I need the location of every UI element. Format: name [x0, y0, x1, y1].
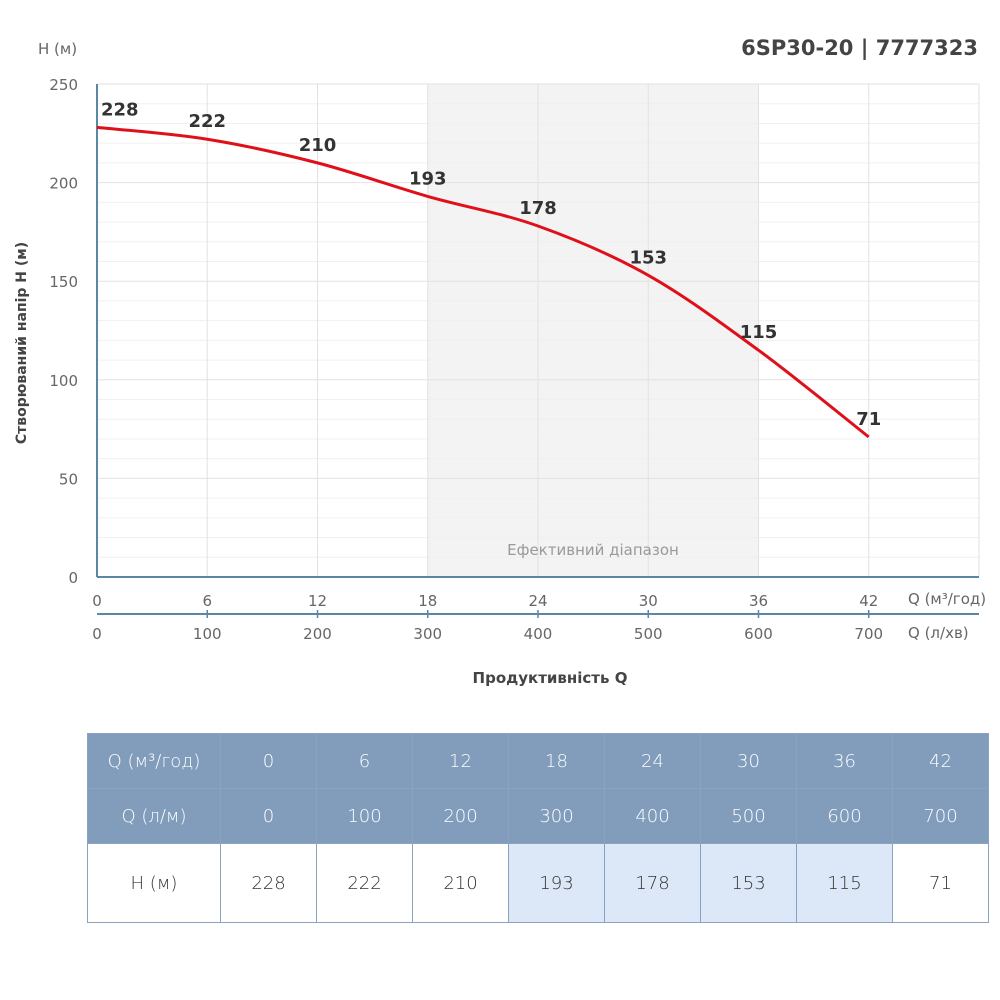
- data-label: 115: [740, 322, 778, 343]
- y-unit-label: H (м): [38, 40, 78, 58]
- y-axis-label: Створюваний напір H (м): [14, 241, 30, 445]
- series-line: [96, 125, 870, 439]
- x2-tick-label: 500: [634, 625, 663, 643]
- x-tick-label: 0: [92, 592, 102, 610]
- performance-table: Q (м³/год) 0 6 12 18 24 30 36 42 Q (л/м) 0 100 200 3…: [87, 733, 989, 923]
- cell: 600: [796, 788, 893, 844]
- cell: 0: [220, 788, 317, 844]
- x-tick-label: 24: [528, 592, 547, 610]
- x2-tick-label: 0: [92, 625, 102, 643]
- y-tick-label: 50: [59, 470, 78, 488]
- cell: 300: [508, 788, 605, 844]
- cell: 18: [508, 733, 605, 789]
- cell: 700: [892, 788, 989, 844]
- x2-tick-label: 400: [524, 625, 553, 643]
- cell: 36: [796, 733, 893, 789]
- efficient-range-band: [427, 84, 759, 577]
- data-label: 193: [409, 168, 447, 189]
- table-row-h: H (м) 228 222 210 193 178 153 115 71: [87, 843, 989, 923]
- y-tick-label: 150: [49, 273, 78, 291]
- cell-efficient: 153: [700, 843, 797, 923]
- row-label: Q (л/м): [87, 788, 221, 844]
- cell: 6: [316, 733, 413, 789]
- data-label: 178: [519, 198, 557, 219]
- cell: 42: [892, 733, 989, 789]
- table-row-q-m3h: Q (м³/год) 0 6 12 18 24 30 36 42: [87, 733, 989, 789]
- x-axis-label: Продуктивність Q: [472, 669, 628, 687]
- cell: 71: [892, 843, 989, 923]
- y-tick-label: 100: [49, 372, 78, 390]
- cell: 222: [316, 843, 413, 923]
- cell: 400: [604, 788, 701, 844]
- x2-tick-label: 100: [193, 625, 222, 643]
- data-label: 71: [856, 409, 881, 430]
- row-label: H (м): [87, 843, 221, 923]
- x-tick-label: 12: [308, 592, 327, 610]
- chart-title: 6SP30-20 | 7777323: [741, 36, 978, 60]
- cell: 228: [220, 843, 317, 923]
- y-tick-label: 0: [68, 569, 78, 587]
- x-tick-label: 36: [749, 592, 768, 610]
- x2-tick-label: 200: [303, 625, 332, 643]
- x2-tick-label: 700: [854, 625, 883, 643]
- efficient-range-label: Ефективний діапазон: [507, 541, 679, 559]
- cell: 210: [412, 843, 509, 923]
- x-tick-label: 42: [859, 592, 878, 610]
- data-label: 153: [629, 247, 667, 268]
- cell: 200: [412, 788, 509, 844]
- x-tick-label: 30: [639, 592, 658, 610]
- cell: 12: [412, 733, 509, 789]
- data-label: 222: [188, 111, 226, 132]
- x-tick-label: 18: [418, 592, 437, 610]
- cell: 30: [700, 733, 797, 789]
- x2-unit-label: Q (л/хв): [908, 624, 969, 642]
- y-tick-label: 250: [49, 76, 78, 94]
- data-label: 228: [101, 99, 139, 120]
- cell: 500: [700, 788, 797, 844]
- row-label: Q (м³/год): [87, 733, 221, 789]
- data-label: 210: [299, 135, 337, 156]
- y-tick-label: 200: [49, 175, 78, 193]
- x2-tick-label: 300: [413, 625, 442, 643]
- x2-tick-label: 600: [744, 625, 773, 643]
- cell-efficient: 193: [508, 843, 605, 923]
- pump-curve-chart: 0501001502002500061001220018300244003050…: [49, 76, 980, 643]
- cell: 24: [604, 733, 701, 789]
- x-unit-label: Q (м³/год): [908, 590, 987, 608]
- cell: 100: [316, 788, 413, 844]
- cell-efficient: 178: [604, 843, 701, 923]
- table-row-q-lm: Q (л/м) 0 100 200 300 400 500 600 700: [87, 788, 989, 844]
- x-tick-label: 6: [202, 592, 212, 610]
- cell: 0: [220, 733, 317, 789]
- cell-efficient: 115: [796, 843, 893, 923]
